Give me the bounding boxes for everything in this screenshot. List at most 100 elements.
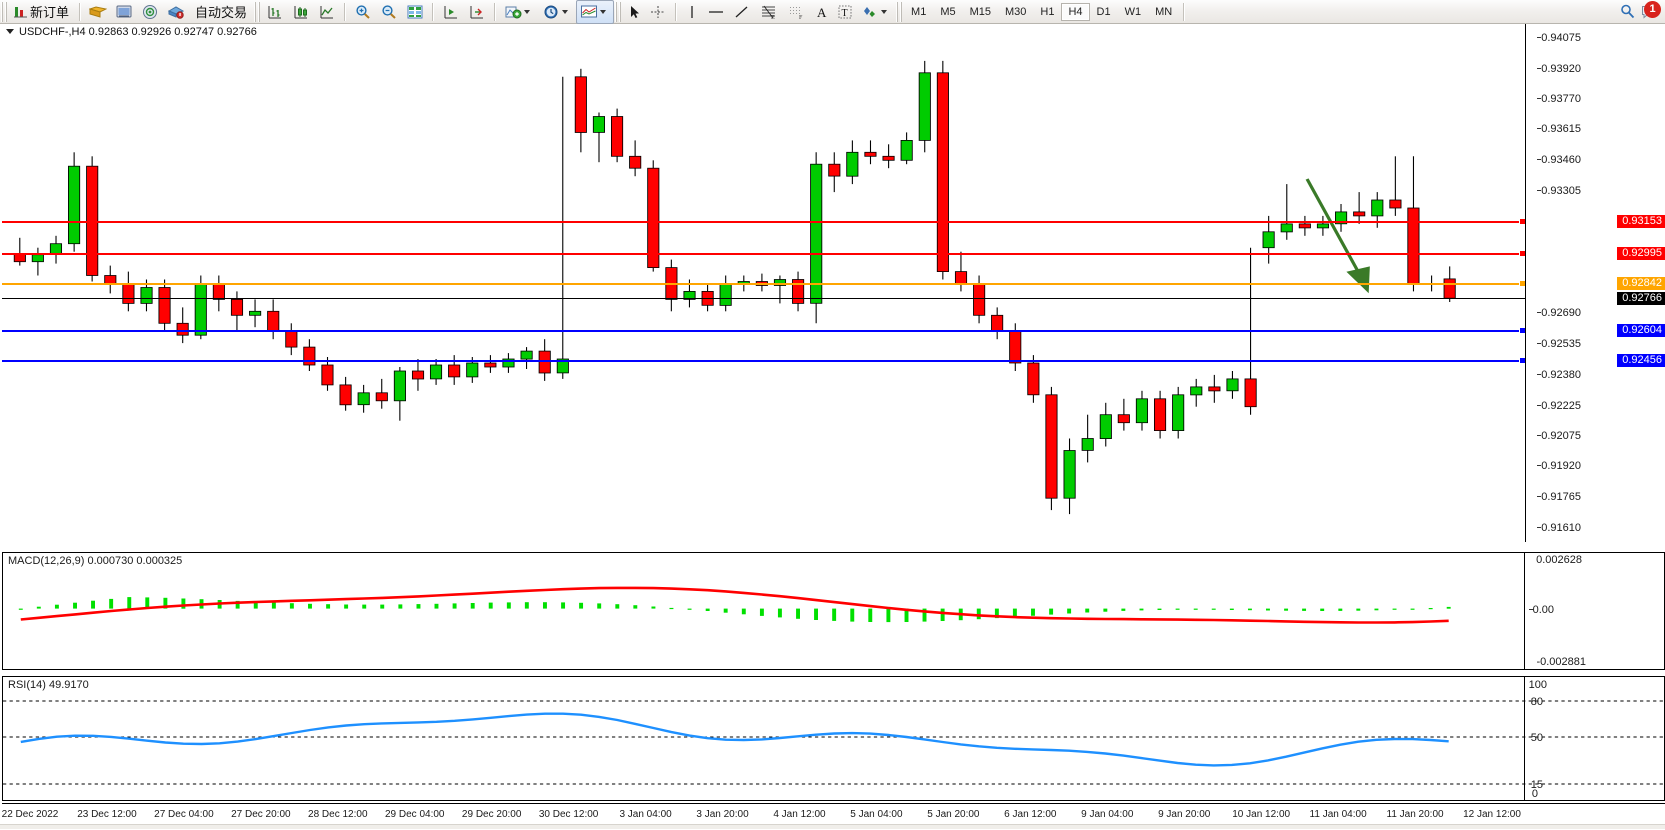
macd-tick-min: -0.002881 bbox=[1536, 656, 1586, 668]
timeframe-m15[interactable]: M15 bbox=[969, 5, 991, 18]
templates-button[interactable] bbox=[576, 0, 615, 24]
toolbar-divider bbox=[79, 2, 82, 21]
time-tick: 5 Jan 20:00 bbox=[927, 809, 980, 820]
chart-shift-button[interactable] bbox=[438, 0, 464, 24]
rsi-tick-50: 50 bbox=[1530, 732, 1543, 744]
timeframe-w1[interactable]: W1 bbox=[1124, 5, 1142, 18]
toolbar-grip-4[interactable] bbox=[896, 1, 904, 22]
timeframe-d1[interactable]: D1 bbox=[1096, 5, 1111, 18]
macd-tick-zero: 0.00 bbox=[1528, 605, 1554, 616]
timeframe-mn[interactable]: MN bbox=[1155, 5, 1173, 18]
toolbar-grip[interactable] bbox=[1, 1, 8, 22]
shapes-button[interactable] bbox=[857, 0, 895, 24]
auto-trading-label: 自动交易 bbox=[195, 5, 248, 20]
price-pane[interactable]: 0.94075 0.93920 0.93770 0.93615 0.93460 0.933… bbox=[2, 24, 1665, 542]
toolbar-grip-3[interactable] bbox=[615, 1, 623, 22]
macd-pane[interactable]: MACD(12,26,9) 0.000730 0.000325 0.002628… bbox=[2, 552, 1665, 670]
templates-dropdown-caret[interactable] bbox=[600, 9, 607, 14]
chart-container[interactable]: USDCHF-,H4 0.92863 0.92926 0.92747 0.927… bbox=[0, 24, 1665, 829]
search-icon[interactable] bbox=[1619, 3, 1636, 20]
price-tag-pivot[interactable]: 0.92842 bbox=[1617, 277, 1665, 291]
price-tick: 0.94075 bbox=[1537, 33, 1581, 44]
level-line-resistance[interactable] bbox=[2, 252, 1526, 255]
price-tick: 0.93305 bbox=[1537, 186, 1581, 197]
macd-label: MACD(12,26,9) 0.000730 0.000325 bbox=[8, 555, 183, 567]
timeframe-h4[interactable]: H4 bbox=[1061, 2, 1090, 21]
new-order-label: 新订单 bbox=[30, 5, 70, 20]
rsi-pane[interactable]: RSI(14) 49.9170 100 80 50 15 0 bbox=[2, 676, 1665, 801]
new-order-button[interactable]: 新订单 bbox=[9, 0, 75, 24]
vertical-line-button[interactable] bbox=[681, 0, 703, 24]
price-tag-last-price[interactable]: 0.92766 bbox=[1617, 292, 1665, 306]
shapes-dropdown-caret[interactable] bbox=[881, 9, 888, 14]
timeframe-m5[interactable]: M5 bbox=[940, 5, 956, 18]
price-tag-resistance[interactable]: 0.93153 bbox=[1617, 215, 1665, 229]
text-label-button[interactable]: T bbox=[833, 0, 857, 24]
bar-chart-button[interactable] bbox=[262, 0, 288, 24]
alert-button[interactable] bbox=[163, 0, 189, 24]
price-plot-area[interactable] bbox=[2, 24, 1665, 542]
signal-icon bbox=[141, 4, 159, 20]
fibonacci-button[interactable]: E bbox=[755, 0, 783, 24]
time-axis[interactable]: 22 Dec 2022 23 Dec 12:00 27 Dec 04:00 27 De… bbox=[2, 803, 1665, 830]
chart-menu-caret-icon[interactable] bbox=[6, 29, 14, 34]
time-tick: 11 Jan 20:00 bbox=[1386, 809, 1444, 820]
time-tick: 6 Jan 12:00 bbox=[1004, 809, 1057, 820]
equidistant-channel-icon: F bbox=[787, 4, 807, 21]
terminal-button[interactable] bbox=[111, 0, 137, 24]
status-bar bbox=[0, 824, 1665, 829]
price-tag-resistance[interactable]: 0.92995 bbox=[1617, 246, 1665, 260]
main-toolbar: 新订单 自动交易 bbox=[0, 0, 1665, 24]
indicators-button[interactable] bbox=[500, 0, 538, 24]
horizontal-line-button[interactable] bbox=[703, 0, 729, 24]
level-line-support[interactable] bbox=[2, 330, 1526, 333]
rsi-plot-area[interactable] bbox=[3, 677, 1664, 800]
zoom-in-button[interactable] bbox=[350, 0, 376, 24]
zoom-in-icon bbox=[354, 4, 372, 20]
macd-scale: 0.002628 0.00 -0.002881 bbox=[1525, 553, 1664, 669]
rsi-tick-80: 80 bbox=[1530, 696, 1543, 708]
level-line-resistance[interactable] bbox=[2, 221, 1526, 224]
indicators-icon bbox=[504, 4, 522, 20]
time-tick: 29 Dec 20:00 bbox=[461, 809, 522, 820]
auto-trading-button[interactable]: 自动交易 bbox=[189, 0, 253, 24]
time-tick: 12 Jan 12:00 bbox=[1463, 809, 1521, 820]
price-tick: 0.92225 bbox=[1537, 400, 1581, 412]
period-dropdown-caret[interactable] bbox=[562, 9, 569, 14]
templates-icon bbox=[580, 4, 598, 19]
equidistant-channel-button[interactable]: F bbox=[783, 0, 811, 24]
timeframe-h1[interactable]: H1 bbox=[1040, 5, 1055, 18]
rsi-scale: 100 80 50 15 0 bbox=[1525, 677, 1664, 800]
price-tag-support[interactable]: 0.92604 bbox=[1617, 324, 1665, 338]
period-button[interactable] bbox=[538, 0, 576, 24]
toolbar-grip-2[interactable] bbox=[254, 1, 262, 22]
signal-button[interactable] bbox=[137, 0, 163, 24]
time-tick: 3 Jan 20:00 bbox=[696, 809, 749, 820]
zoom-out-button[interactable] bbox=[376, 0, 402, 24]
price-tick: 0.92075 bbox=[1537, 430, 1581, 442]
chart-shift-icon bbox=[442, 4, 460, 20]
toolbar-divider-4 bbox=[494, 2, 497, 21]
candlestick-chart-button[interactable] bbox=[288, 0, 314, 24]
line-chart-button[interactable] bbox=[314, 0, 340, 24]
price-tag-support[interactable]: 0.92456 bbox=[1617, 353, 1665, 367]
cursor-button[interactable] bbox=[623, 0, 645, 24]
grid-button[interactable] bbox=[402, 0, 428, 24]
price-scale[interactable]: 0.94075 0.93920 0.93770 0.93615 0.93460 0.933… bbox=[1526, 24, 1665, 542]
auto-scroll-button[interactable] bbox=[464, 0, 490, 24]
timeframe-m1[interactable]: M1 bbox=[911, 5, 927, 18]
macd-plot-area[interactable] bbox=[3, 553, 1664, 669]
crosshair-button[interactable] bbox=[645, 0, 671, 24]
level-line-pivot[interactable] bbox=[2, 283, 1526, 286]
text-button[interactable]: A bbox=[811, 0, 833, 24]
notification-icon[interactable]: 1 bbox=[1640, 0, 1661, 21]
svg-text:F: F bbox=[799, 15, 803, 20]
trendline-button[interactable] bbox=[729, 0, 755, 24]
text-icon: A bbox=[815, 4, 829, 20]
indicators-dropdown-caret[interactable] bbox=[524, 9, 531, 14]
level-line-support[interactable] bbox=[2, 359, 1526, 362]
timeframe-m30[interactable]: M30 bbox=[1005, 5, 1027, 18]
folder-button[interactable] bbox=[85, 0, 111, 24]
rsi-plot bbox=[3, 700, 1664, 785]
